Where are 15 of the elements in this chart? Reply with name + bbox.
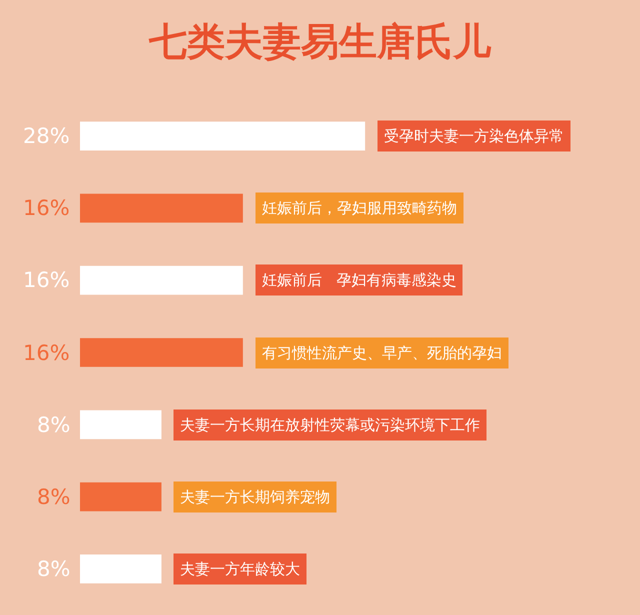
y-tick-label: 夫妻一方长期在放射性荧幕或污染环境下工作 bbox=[180, 416, 480, 434]
y-tick-label: 有习惯性流产史、早产、死胎的孕妇 bbox=[262, 344, 502, 362]
data-label: 16% bbox=[23, 268, 70, 292]
y-tick-label: 受孕时夫妻一方染色体异常 bbox=[384, 127, 564, 145]
chart-title: 七类夫妻易生唐氏儿 bbox=[148, 19, 492, 64]
y-tick-label: 妊娠前后，孕妇服用致畸药物 bbox=[262, 199, 457, 217]
y-tick-label: 妊娠前后 孕妇有病毒感染史 bbox=[262, 271, 456, 289]
data-label: 28% bbox=[23, 124, 70, 148]
data-label: 8% bbox=[37, 485, 70, 509]
data-label: 16% bbox=[23, 196, 70, 220]
data-label: 8% bbox=[37, 557, 70, 581]
data-label: 8% bbox=[37, 413, 70, 437]
y-tick-label: 夫妻一方年龄较大 bbox=[180, 560, 300, 578]
data-label: 16% bbox=[23, 341, 70, 365]
y-tick-label: 夫妻一方长期饲养宠物 bbox=[180, 488, 330, 506]
